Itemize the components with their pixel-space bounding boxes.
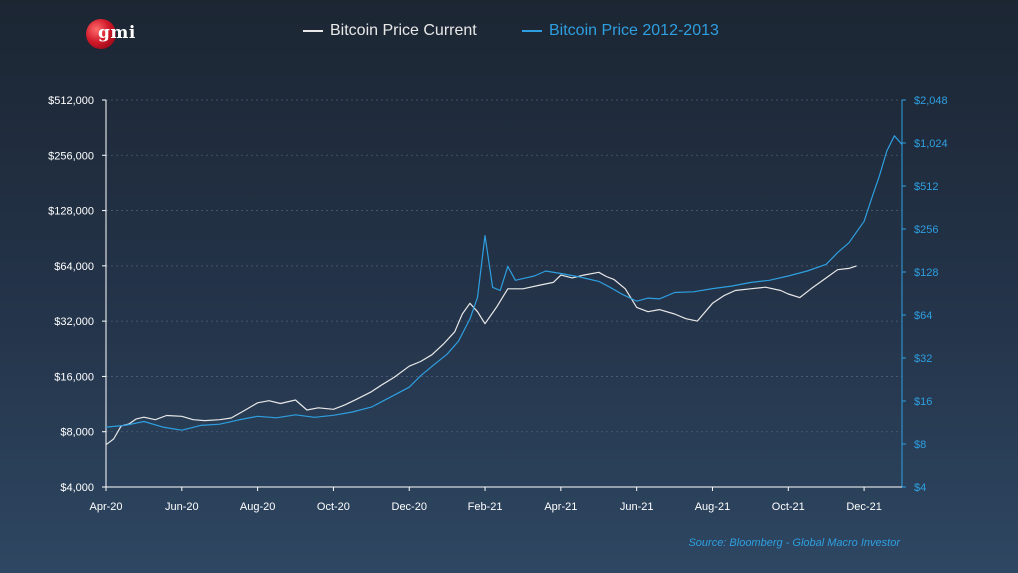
x-tick-label: Apr-21	[544, 501, 577, 513]
y-left-tick-label: $32,000	[54, 316, 94, 328]
y-left-tick-label: $4,000	[60, 482, 94, 494]
y-right-tick-label: $2,048	[914, 95, 948, 107]
y-right-tick-label: $16	[914, 396, 932, 408]
y-left-tick-label: $8,000	[60, 427, 94, 439]
y-right-tick-label: $8	[914, 439, 926, 451]
x-tick-label: Aug-21	[695, 501, 730, 513]
y-left-tick-label: $16,000	[54, 371, 94, 383]
y-right-tick-label: $1,024	[914, 138, 948, 150]
y-right-tick-label: $512	[914, 181, 938, 193]
logo-ball	[86, 19, 116, 49]
legend-label-current: Bitcoin Price Current	[330, 22, 477, 39]
y-right-tick-label: $32	[914, 353, 932, 365]
x-tick-label: Jun-21	[620, 501, 654, 513]
y-left-tick-label: $256,000	[48, 150, 94, 162]
x-tick-label: Jun-20	[165, 501, 199, 513]
y-left-tick-label: $64,000	[54, 261, 94, 273]
series-line-historical	[105, 135, 903, 431]
legend-label-historical: Bitcoin Price 2012-2013	[549, 22, 719, 39]
x-tick-label: Aug-20	[240, 501, 275, 513]
source-note: Source: Bloomberg - Global Macro Investo…	[688, 537, 900, 549]
y-right-tick-label: $64	[914, 310, 932, 322]
x-tick-label: Feb-21	[468, 501, 503, 513]
legend-swatch-historical	[522, 30, 542, 32]
x-tick-label: Dec-20	[392, 501, 427, 513]
legend-item-historical: Bitcoin Price 2012-2013	[522, 22, 719, 40]
logo-text: gmi	[98, 23, 136, 43]
legend-item-current: Bitcoin Price Current	[303, 22, 477, 40]
y-right-tick-label: $4	[914, 482, 926, 494]
y-right-tick-label: $256	[914, 224, 938, 236]
x-tick-label: Oct-20	[317, 501, 350, 513]
legend-swatch-current	[303, 30, 323, 32]
y-left-tick-label: $128,000	[48, 206, 94, 218]
y-right-tick-label: $128	[914, 267, 938, 279]
y-left-tick-label: $512,000	[48, 95, 94, 107]
x-tick-label: Dec-21	[846, 501, 881, 513]
gmi-logo: gmi	[86, 18, 146, 52]
x-tick-label: Apr-20	[89, 501, 122, 513]
x-tick-label: Oct-21	[772, 501, 805, 513]
series-line-current	[105, 265, 857, 446]
chart-legend: Bitcoin Price Current Bitcoin Price 2012…	[0, 22, 1018, 44]
